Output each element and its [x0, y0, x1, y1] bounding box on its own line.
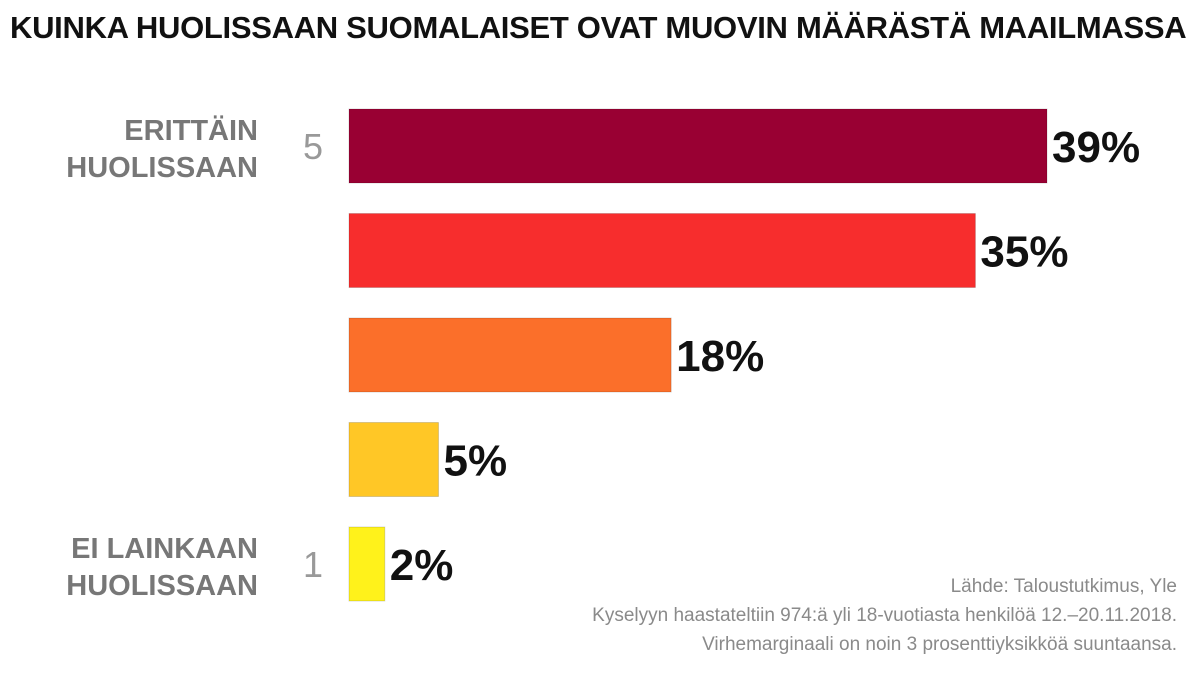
category-label-1: HUOLISSAAN — [66, 570, 258, 602]
category-label-5: ERITTÄIN — [124, 114, 258, 147]
bar-2 — [348, 422, 439, 497]
value-label-4: 35% — [980, 228, 1068, 277]
level-label-1: 1 — [303, 544, 323, 585]
source-line: Lähde: Taloustutkimus, Yle — [950, 576, 1177, 597]
source-notes: Lähde: Taloustutkimus, Yle Kyselyyn haas… — [592, 572, 1177, 659]
category-label-5: HUOLISSAAN — [66, 152, 258, 184]
value-label-2: 5% — [443, 437, 507, 486]
sample-note: Kyselyyn haastateltiin 974:ä yli 18-vuot… — [592, 605, 1177, 626]
value-label-5: 39% — [1052, 123, 1140, 172]
bar-5 — [348, 108, 1048, 184]
bar-3 — [348, 317, 672, 393]
value-label-1: 2% — [390, 541, 454, 590]
level-label-5: 5 — [303, 126, 323, 167]
category-label-1: EI LAINKAAN — [71, 533, 258, 565]
value-label-3: 18% — [676, 332, 764, 381]
bar-1 — [348, 526, 386, 602]
bar-4 — [348, 213, 976, 288]
chart-title: KUINKA HUOLISSAAN SUOMALAISET OVAT MUOVI… — [10, 10, 1187, 45]
error-margin-note: Virhemarginaali on noin 3 prosenttiyksik… — [702, 634, 1177, 655]
